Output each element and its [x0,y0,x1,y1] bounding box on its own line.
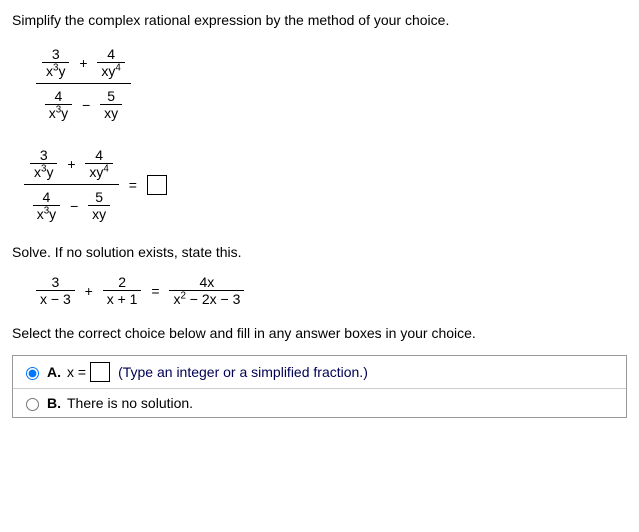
q1-expression-display: 3x3y + 4xy4 4x3y − 5xy [36,42,627,125]
q1-d3: x3y [45,105,72,121]
q2-select-instruction: Select the correct choice below and fill… [12,325,627,341]
q1-d2: xy4 [97,63,124,79]
q2-equation: 3x − 3 + 2x + 1 = 4xx2 − 2x − 3 [36,274,627,307]
q1-d1: x3y [42,63,69,79]
choice-b-radio[interactable] [26,398,39,411]
minus-icon: − [76,97,96,113]
q1-answer-input[interactable] [147,175,167,195]
q1-n3: 4 [45,88,72,105]
q1-n1: 3 [42,46,69,63]
choice-b[interactable]: B. There is no solution. [13,388,626,417]
q1-n2: 4 [97,46,124,63]
plus-icon: + [73,55,93,71]
q1-prompt: Simplify the complex rational expression… [12,12,627,28]
q2-answer-input[interactable] [90,362,110,382]
q2-choices: A. x = (Type an integer or a simplified … [12,355,627,418]
choice-a-hint: (Type an integer or a simplified fractio… [118,364,368,380]
q1-expression-answer: 3x3y + 4xy4 4x3y − 5xy = [24,143,627,226]
choice-a-radio[interactable] [26,367,39,380]
q2-prompt: Solve. If no solution exists, state this… [12,244,627,260]
choice-a[interactable]: A. x = (Type an integer or a simplified … [13,356,626,388]
q1-n4: 5 [100,88,122,105]
equals-icon: = [123,177,143,193]
q1-d4: xy [100,105,122,121]
